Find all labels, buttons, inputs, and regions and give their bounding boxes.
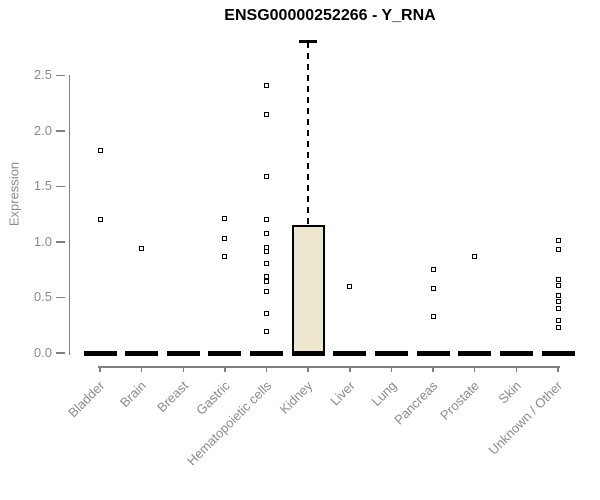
data-point — [264, 230, 270, 236]
x-tick-label: Kidney — [277, 378, 316, 417]
median-bar — [458, 350, 492, 356]
data-point — [264, 249, 270, 255]
y-tick — [56, 130, 65, 132]
data-point — [264, 217, 270, 223]
x-tick — [265, 366, 268, 372]
data-point — [264, 273, 270, 279]
x-tick — [182, 366, 185, 372]
x-tick-label: Breast — [153, 378, 191, 416]
y-axis-line — [68, 75, 70, 355]
whisker-line — [307, 41, 310, 226]
data-point — [347, 283, 353, 289]
x-tick-label: Prostate — [437, 378, 483, 423]
x-tick — [390, 366, 393, 372]
x-tick-label: Skin — [495, 378, 524, 407]
median-bar — [416, 350, 450, 356]
data-point — [264, 111, 270, 117]
y-tick-label: 2.5 — [33, 67, 52, 83]
x-tick — [99, 366, 101, 372]
y-tick — [56, 185, 65, 188]
y-tick — [56, 74, 65, 76]
data-point — [264, 173, 270, 179]
data-point — [555, 247, 561, 253]
data-point — [555, 292, 561, 298]
median-bar — [333, 350, 367, 356]
data-point — [222, 253, 228, 259]
x-tick — [349, 366, 351, 372]
data-point — [555, 299, 561, 305]
data-point — [264, 279, 270, 285]
data-point — [222, 216, 228, 222]
median-bar — [166, 350, 200, 356]
x-tick — [432, 366, 434, 372]
data-point — [97, 217, 103, 223]
data-point — [555, 324, 561, 330]
x-tick-label: Bladder — [65, 378, 108, 421]
data-point — [264, 289, 270, 295]
data-point — [264, 329, 270, 335]
data-point — [222, 236, 228, 242]
data-point — [555, 238, 561, 244]
x-tick-label: Pancreas — [391, 378, 441, 428]
median-bar — [499, 350, 533, 356]
median-bar — [83, 350, 117, 356]
data-point — [139, 246, 145, 252]
median-bar — [125, 350, 159, 356]
x-axis-line — [98, 366, 560, 368]
data-point — [430, 313, 436, 319]
data-point — [264, 82, 270, 88]
x-tick-label: Unknown / Other — [486, 378, 566, 458]
y-tick-label: 0.0 — [33, 345, 52, 360]
y-tick-label: 0.5 — [33, 289, 52, 305]
chart-title: ENSG00000252266 - Y_RNA — [224, 7, 436, 24]
y-tick — [56, 352, 65, 354]
y-tick — [56, 296, 65, 299]
x-tick — [307, 366, 309, 372]
y-tick — [56, 241, 65, 243]
x-tick — [140, 366, 143, 372]
x-tick — [515, 366, 518, 372]
median-bar — [208, 350, 242, 356]
data-point — [264, 310, 270, 316]
x-tick-label: Liver — [326, 378, 358, 409]
y-tick-label: 1.5 — [33, 178, 52, 194]
data-point — [555, 277, 561, 283]
data-point — [430, 267, 436, 273]
x-tick — [557, 366, 559, 372]
data-point — [472, 253, 478, 259]
data-point — [555, 306, 561, 312]
data-point — [264, 260, 270, 266]
x-tick — [473, 366, 476, 372]
data-point — [97, 148, 103, 154]
data-point — [430, 286, 436, 292]
data-point — [555, 318, 561, 324]
box-iqr — [291, 225, 325, 353]
whisker-cap — [299, 40, 318, 43]
x-tick-label: Gastric — [192, 378, 233, 418]
median-bar — [250, 350, 284, 356]
y-tick-label: 1.0 — [33, 233, 52, 249]
y-tick-label: 2.0 — [33, 122, 52, 138]
x-tick-label: Brain — [117, 378, 150, 411]
median-bar — [541, 350, 575, 356]
x-tick — [224, 366, 226, 372]
data-point — [555, 282, 561, 288]
median-bar — [291, 350, 325, 356]
median-bar — [374, 350, 408, 356]
x-tick-label: Lung — [368, 378, 400, 410]
